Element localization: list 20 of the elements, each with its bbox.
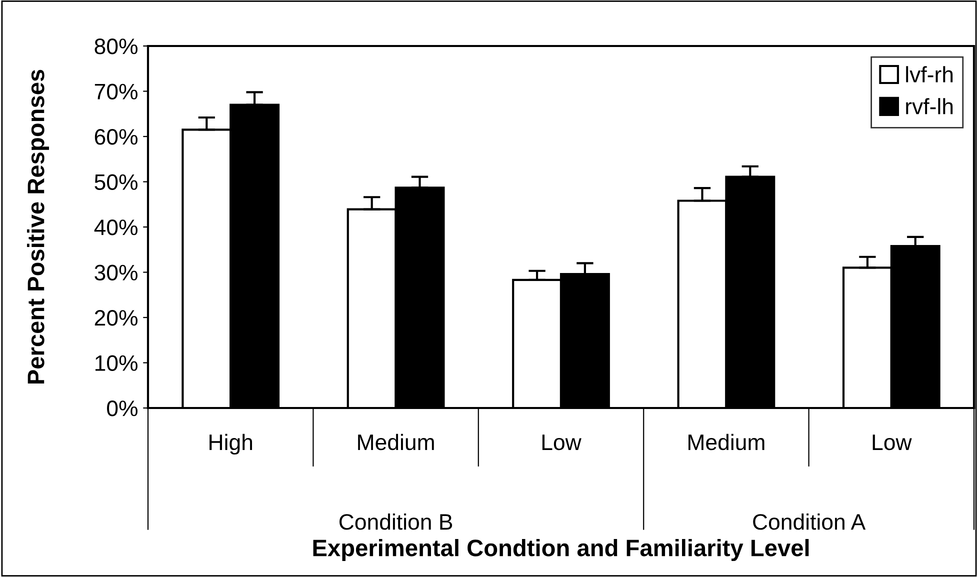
- x-axis-title: Experimental Condtion and Familiarity Level: [313, 538, 809, 562]
- y-tick-label: 10%: [95, 355, 138, 372]
- legend-label: lvf-rh: [906, 66, 953, 82]
- x-tick-label: Medium: [358, 434, 434, 450]
- y-tick-label: 30%: [94, 264, 138, 281]
- text: Condition A: [753, 513, 866, 530]
- x-tick-label: Low: [872, 434, 912, 450]
- y-tick-label: 70%: [94, 84, 138, 100]
- x-tick-label: Low: [542, 434, 582, 450]
- y-tick-label: 20%: [94, 310, 138, 326]
- y-tick-label: 40%: [94, 220, 138, 236]
- text: Condition B: [339, 513, 452, 530]
- y-tick-label: 80%: [94, 38, 138, 54]
- legend-label: rvf-lh: [906, 98, 953, 114]
- y-tick-label: 50%: [94, 174, 138, 190]
- y-tick-label: 60%: [94, 129, 138, 145]
- x-tick-label: High: [210, 434, 252, 455]
- y-axis-title: Percent Positive Responses: [26, 70, 50, 384]
- x-tick-label: Medium: [688, 434, 764, 450]
- y-tick-label: 0%: [107, 400, 138, 416]
